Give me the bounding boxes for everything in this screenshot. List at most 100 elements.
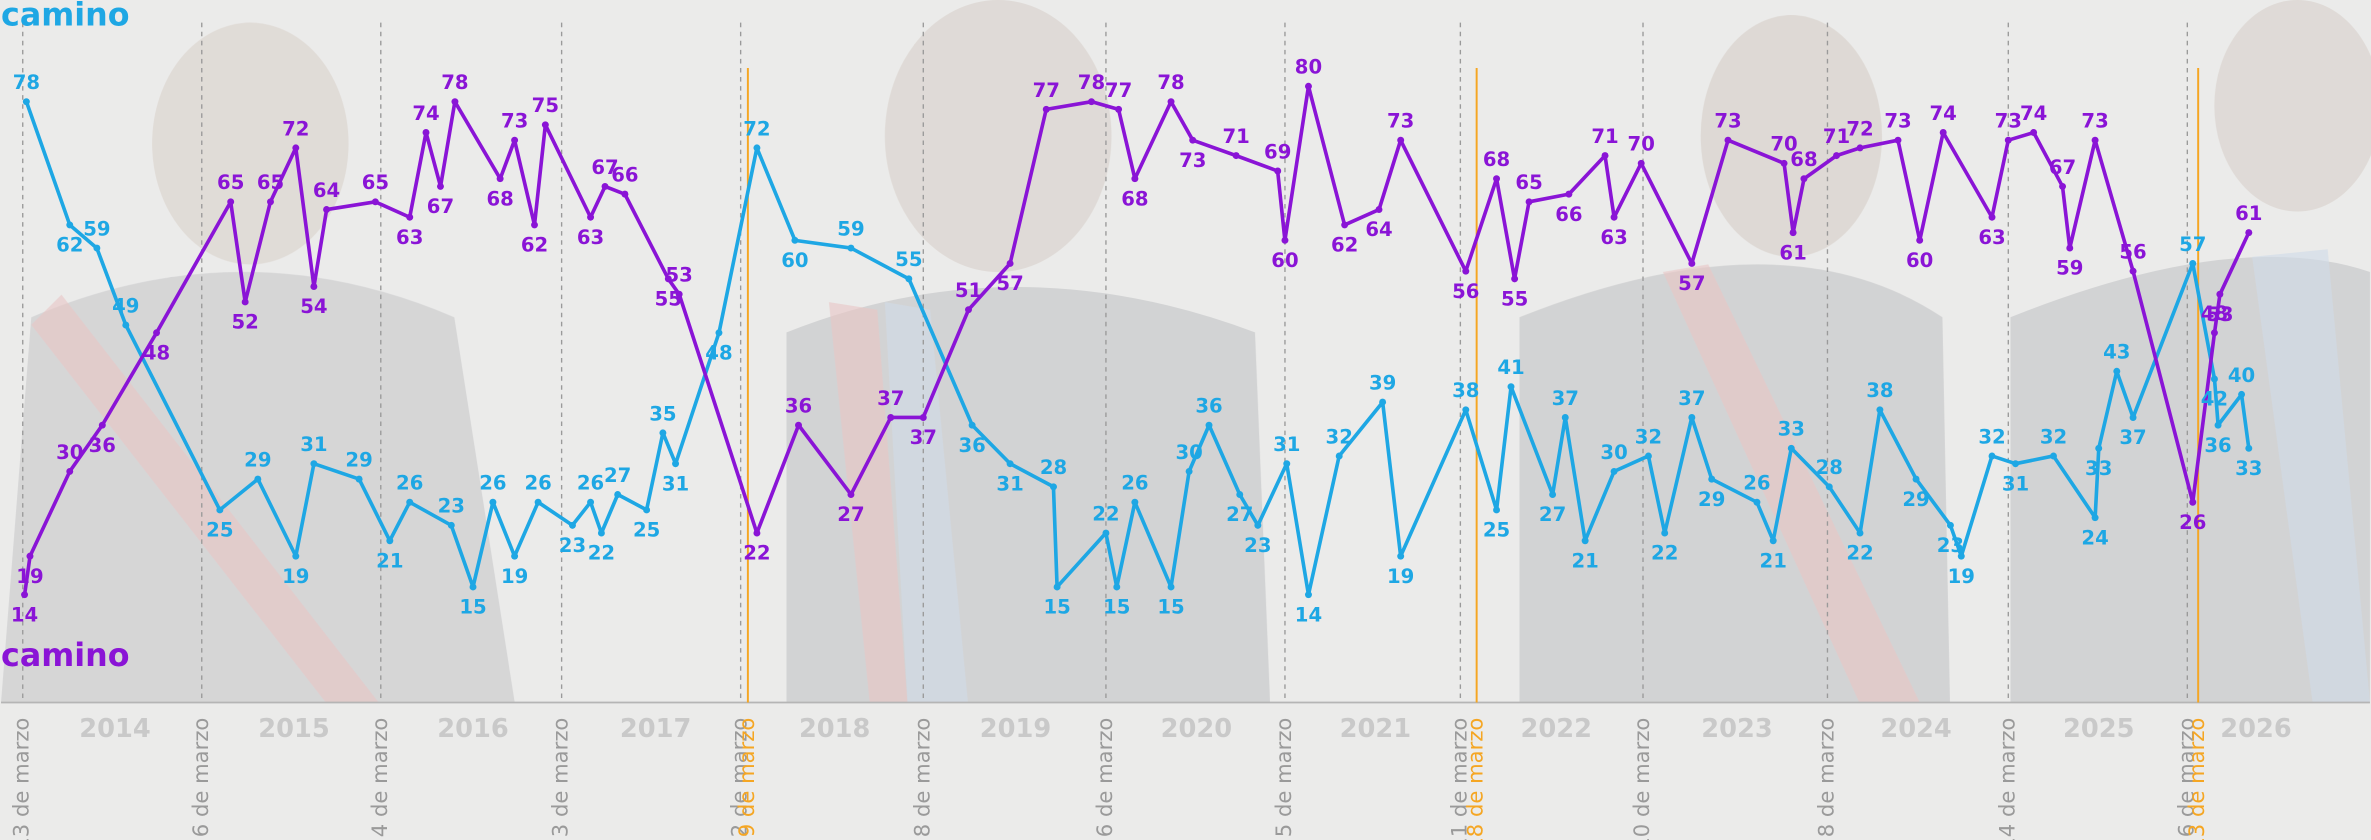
data-point: [386, 537, 394, 545]
data-point: [568, 521, 576, 529]
value-label: 32: [1635, 425, 1662, 448]
value-label: 38: [1866, 379, 1893, 402]
data-point: [2113, 367, 2121, 375]
value-label: 52: [232, 311, 259, 334]
value-label: 15: [1103, 596, 1130, 619]
data-point: [1637, 159, 1645, 167]
data-point: [1281, 236, 1289, 244]
data-point: [791, 236, 799, 244]
data-point: [1236, 491, 1244, 499]
value-label: 73: [1387, 110, 1414, 133]
value-label: 77: [1033, 79, 1060, 102]
x-tick-label: 2017: [620, 714, 691, 744]
value-label: 78: [1157, 71, 1184, 94]
value-label: 27: [837, 503, 864, 526]
value-label: 27: [1539, 503, 1566, 526]
value-label: 59: [83, 217, 110, 240]
data-point: [1894, 136, 1902, 144]
value-label: 70: [1770, 133, 1797, 156]
value-label: 31: [996, 472, 1023, 495]
value-label: 80: [1295, 56, 1322, 79]
data-point: [1115, 105, 1123, 113]
data-point: [489, 498, 497, 506]
data-point: [965, 306, 972, 314]
value-label: 51: [955, 279, 982, 302]
value-label: 26: [1743, 472, 1770, 495]
date-label: 6 de marzo: [1092, 718, 1117, 838]
data-point: [2066, 244, 2074, 252]
data-point: [122, 321, 130, 329]
data-point: [2245, 229, 2253, 237]
data-point: [1724, 136, 1732, 144]
data-point: [1189, 136, 1197, 144]
data-point: [753, 144, 761, 152]
value-label: 60: [1271, 249, 1298, 272]
value-label: 30: [56, 441, 83, 464]
data-point: [436, 182, 444, 190]
value-label: 57: [996, 272, 1023, 295]
value-label: 49: [112, 294, 139, 317]
date-label: 6 de marzo: [2173, 718, 2198, 838]
data-point: [422, 129, 430, 136]
data-point: [1708, 475, 1716, 483]
data-point: [919, 414, 927, 421]
value-label: 22: [1092, 502, 1119, 525]
value-label: 55: [895, 248, 922, 271]
value-label: 25: [1483, 519, 1510, 542]
data-point: [1688, 259, 1696, 267]
x-tick-label: 2021: [1340, 714, 1411, 744]
date-label: 13 de marzo: [9, 718, 34, 840]
value-label: 68: [1483, 148, 1510, 171]
data-point: [1939, 129, 1947, 136]
value-label: 66: [1555, 203, 1582, 226]
value-label: 73: [501, 110, 528, 133]
value-label: 15: [459, 596, 486, 619]
data-point: [531, 221, 538, 229]
value-label: 19: [1948, 565, 1975, 588]
value-label: 73: [1714, 110, 1741, 133]
data-point: [22, 98, 30, 106]
legend-label: camino: [1, 638, 130, 674]
legend-label: camino: [1, 0, 130, 34]
x-tick-label: 2025: [2063, 714, 2134, 744]
value-label: 74: [412, 102, 439, 125]
value-label: 63: [1600, 226, 1627, 249]
value-label: 48: [2201, 302, 2228, 325]
data-point: [1988, 213, 1996, 221]
value-label: 54: [300, 295, 327, 318]
data-point: [1379, 398, 1387, 406]
data-point: [1507, 383, 1515, 391]
value-label: 59: [837, 217, 864, 240]
value-label: 36: [1195, 395, 1222, 418]
value-label: 31: [2002, 472, 2029, 495]
data-point: [2189, 498, 2197, 506]
value-label: 68: [486, 187, 513, 210]
data-point: [1042, 105, 1050, 113]
data-point: [1185, 467, 1193, 475]
value-label: 74: [1930, 102, 1957, 125]
data-point: [1167, 583, 1175, 591]
data-point: [1131, 498, 1139, 506]
value-label: 23: [1244, 534, 1271, 557]
data-point: [292, 552, 300, 560]
value-label: 14: [11, 603, 38, 626]
value-label: 73: [2081, 110, 2108, 133]
value-label: 37: [877, 387, 904, 410]
x-tick-label: 2026: [2220, 714, 2291, 744]
data-point: [847, 491, 855, 499]
data-point: [1610, 467, 1618, 475]
data-point: [887, 414, 895, 421]
date-label: 13 de marzo: [2184, 718, 2209, 840]
value-label: 32: [2040, 425, 2067, 448]
data-point: [1462, 267, 1470, 275]
series-line: [22, 84, 2251, 595]
value-label: 36: [958, 434, 985, 457]
value-label: 15: [1157, 596, 1184, 619]
data-point: [1232, 152, 1240, 160]
value-label: 60: [781, 249, 808, 272]
data-point: [1304, 591, 1312, 599]
data-point: [1957, 552, 1965, 560]
data-point: [1131, 175, 1139, 183]
value-label: 35: [649, 402, 676, 425]
